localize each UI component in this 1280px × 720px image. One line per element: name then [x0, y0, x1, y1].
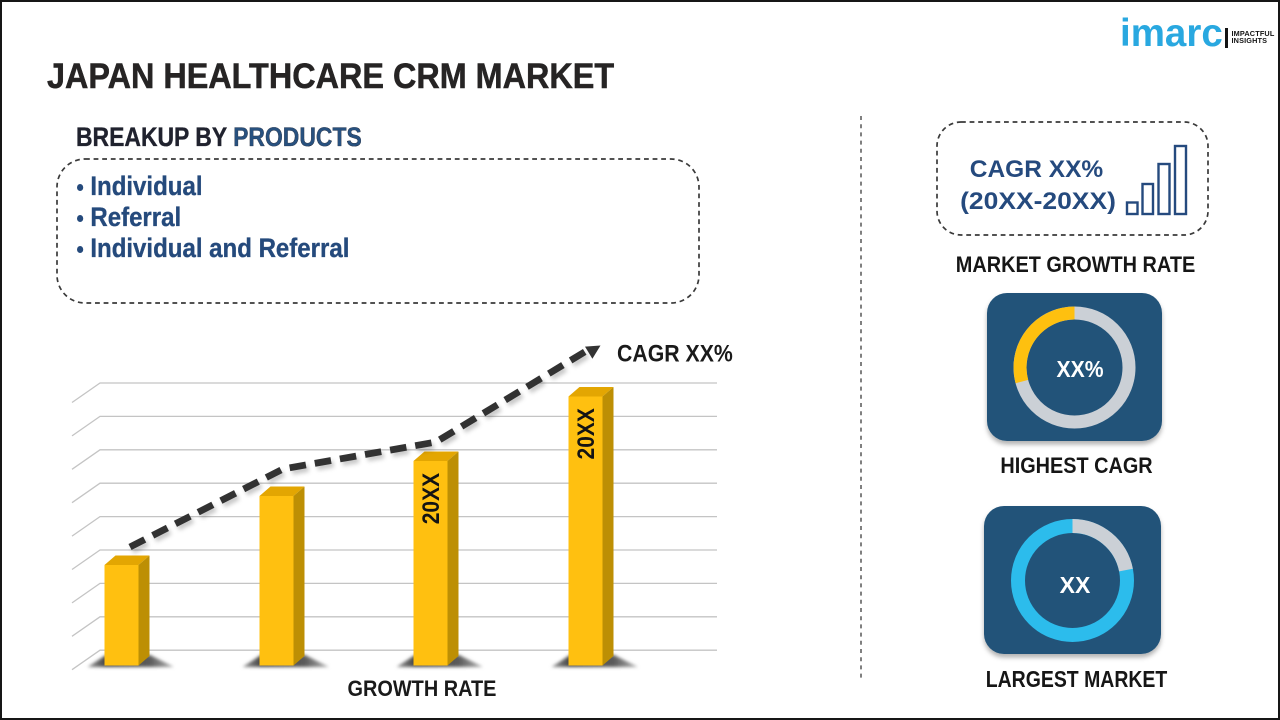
- svg-text:CAGR XX%: CAGR XX%: [617, 339, 733, 367]
- svg-text:HIGHEST CAGR: HIGHEST CAGR: [1000, 454, 1152, 478]
- svg-text:LARGEST MARKET: LARGEST MARKET: [986, 666, 1168, 692]
- svg-text:GROWTH RATE: GROWTH RATE: [348, 676, 497, 701]
- svg-text:CAGR XX%: CAGR XX%: [970, 156, 1104, 183]
- svg-text:XX: XX: [1060, 572, 1091, 598]
- svg-text:(20XX-20XX): (20XX-20XX): [960, 188, 1116, 215]
- svg-text:20XX: 20XX: [417, 473, 444, 524]
- svg-text:MARKET GROWTH RATE: MARKET GROWTH RATE: [956, 253, 1196, 277]
- svg-text:XX%: XX%: [1056, 356, 1103, 382]
- svg-text:20XX: 20XX: [572, 408, 599, 459]
